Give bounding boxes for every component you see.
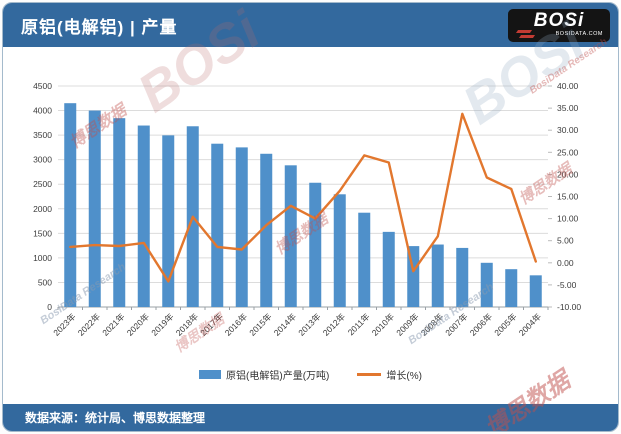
- x-axis-label: 2007年: [443, 311, 470, 338]
- bar-swatch-icon: [199, 370, 222, 379]
- logo-wordmark: BOSi: [533, 10, 585, 31]
- x-axis-label: 2012年: [321, 311, 348, 338]
- x-axis-label: 2019年: [149, 311, 176, 338]
- x-axis-label: 2021年: [100, 311, 127, 338]
- legend-item-production: 原铝(电解铝)产量(万吨): [199, 367, 329, 382]
- production-bar: [162, 135, 175, 307]
- y-axis-label-right: 40.00: [557, 81, 579, 91]
- y-axis-label-right: -5.00: [557, 280, 577, 290]
- y-axis-label-left: 3000: [33, 155, 52, 165]
- x-axis-label: 2017年: [198, 311, 225, 338]
- y-axis-label-right: 15.00: [557, 192, 579, 202]
- x-axis-label: 2014年: [272, 311, 299, 338]
- production-bar: [260, 153, 273, 307]
- logo-domain-text: BOSIDATA.COM: [555, 31, 603, 37]
- chart-legend: 原铝(电解铝)产量(万吨) 增长(%): [3, 367, 618, 382]
- x-axis-label: 2022年: [76, 311, 103, 338]
- y-axis-label-left: 3500: [33, 130, 52, 140]
- y-axis-label-right: 0.00: [557, 258, 574, 268]
- production-bar: [480, 262, 493, 307]
- line-swatch-icon: [357, 373, 382, 376]
- data-source-text: 数据来源：统计局、博思数据整理: [25, 411, 206, 425]
- x-axis-label: 2018年: [174, 311, 201, 338]
- legend-item-growth: 增长(%): [357, 367, 422, 382]
- production-bar: [284, 165, 297, 307]
- production-bar: [505, 269, 518, 307]
- logo-stripe-icon: [515, 29, 533, 33]
- x-axis-label: 2015年: [247, 311, 274, 338]
- production-bar: [137, 125, 150, 307]
- x-axis-label: 2016年: [223, 311, 250, 338]
- production-bar: [309, 182, 322, 307]
- x-axis-label: 2023年: [51, 311, 78, 338]
- production-bar: [431, 244, 444, 307]
- legend-bar-label: 原铝(电解铝)产量(万吨): [226, 371, 330, 382]
- header-bar: 原铝(电解铝) | 产量 BOSi BOSIDATA.COM: [3, 3, 618, 47]
- production-bar: [358, 212, 371, 307]
- production-bar: [456, 247, 469, 307]
- y-axis-label-left: 4500: [33, 81, 52, 91]
- x-axis-label: 2011年: [346, 311, 372, 337]
- x-axis-label: 2004年: [517, 311, 544, 338]
- y-axis-label-left: 1000: [33, 253, 52, 263]
- production-bar: [113, 118, 126, 307]
- legend-line-label: 增长(%): [386, 371, 422, 382]
- x-axis-label: 2010年: [370, 311, 397, 338]
- y-axis-label-right: 25.00: [557, 147, 579, 157]
- production-bar: [211, 143, 224, 307]
- y-axis-label-left: 2500: [33, 179, 52, 189]
- y-axis-label-right: 35.00: [557, 103, 579, 113]
- y-axis-label-left: 2000: [33, 204, 52, 214]
- production-bar: [529, 275, 542, 307]
- y-axis-label-right: -10.00: [557, 302, 581, 312]
- y-axis-label-left: 0: [47, 302, 52, 312]
- x-axis-label: 2013年: [296, 311, 323, 338]
- x-axis-label: 2020年: [125, 311, 152, 338]
- x-axis-label: 2008年: [419, 311, 446, 338]
- y-axis-label-right: 10.00: [557, 214, 579, 224]
- production-chart: 0 500 1000 1500 2000 2500 3000 3500 4000 4500 -10.…: [33, 81, 581, 338]
- growth-line: [69, 112, 537, 283]
- production-bar: [235, 147, 248, 307]
- chart-area: 0 500 1000 1500 2000 2500 3000 3500 4000 4500 -10.…: [3, 47, 618, 404]
- footer-bar: 数据来源：统计局、博思数据整理: [3, 404, 618, 431]
- production-bar: [333, 194, 346, 307]
- y-axis-label-right: 30.00: [557, 125, 579, 135]
- x-axis-label: 2006年: [468, 311, 495, 338]
- production-bar: [64, 103, 77, 307]
- y-axis-label-right: 20.00: [557, 169, 579, 179]
- y-axis-label-right: 5.00: [557, 236, 574, 246]
- production-bar: [88, 110, 101, 307]
- page-title: 原铝(电解铝) | 产量: [21, 17, 178, 37]
- y-axis-label-left: 4000: [33, 106, 52, 116]
- x-axis-label: 2005年: [492, 311, 519, 338]
- bosi-logo: BOSi BOSIDATA.COM: [508, 8, 610, 42]
- x-axis-label: 2009年: [394, 311, 421, 338]
- production-bar: [382, 231, 395, 307]
- y-axis-label-left: 500: [38, 277, 52, 287]
- logo-stripe-icon: [518, 34, 536, 38]
- y-axis-label-left: 1500: [33, 228, 52, 238]
